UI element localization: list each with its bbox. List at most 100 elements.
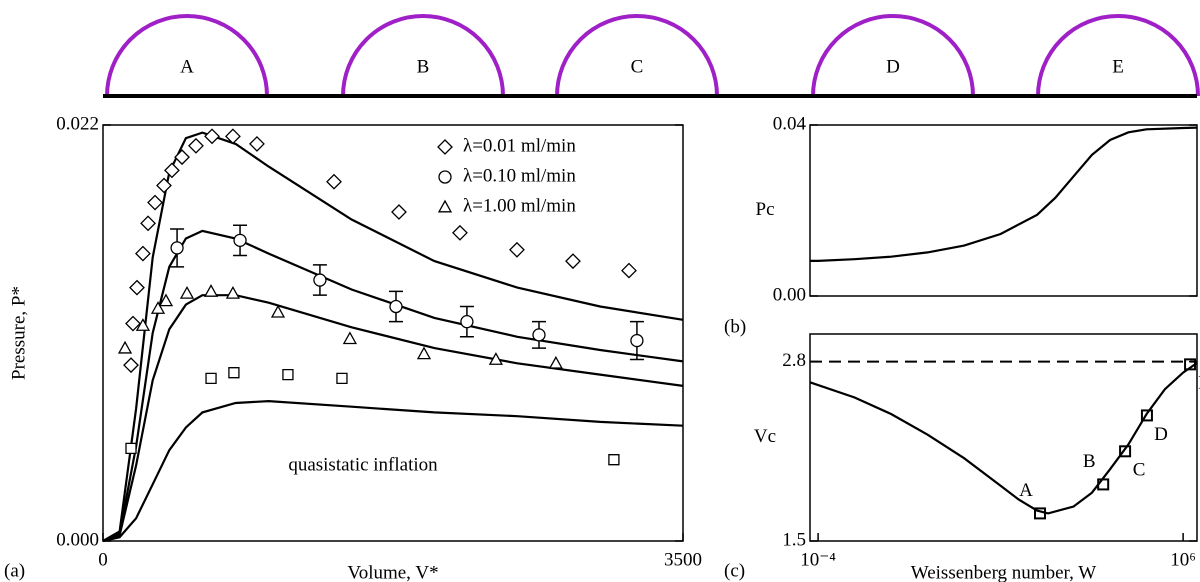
point-label: B [1083,451,1096,472]
data-point [140,215,156,232]
data-point [125,442,137,454]
point-marker [1034,507,1047,520]
data-point [204,128,220,145]
x-tick-label: 0 [98,549,108,570]
data-point [123,357,139,374]
arc [105,14,269,97]
data-point [565,253,581,270]
legend-label: λ=0.01 ml/min [463,135,576,156]
y-tick-label: 1.5 [782,529,806,550]
data-point [452,224,468,241]
data-point [135,318,151,331]
point-marker [1097,478,1110,491]
arc [811,14,975,97]
data-point [135,245,151,262]
data-point [326,173,342,190]
panel-label: (b) [724,316,746,337]
point-label: E [1198,373,1200,394]
data-point [174,149,190,166]
model-curve [102,294,684,543]
point-label: C [1133,460,1146,481]
data-point [416,346,432,360]
data-point [621,262,637,279]
data-point [460,315,474,329]
data-point [532,328,546,342]
point-marker [1140,409,1153,422]
legend-label: λ=0.10 ml/min [463,165,576,186]
y-axis-title: Pressure, P* [8,286,29,380]
y-tick-label: 0.000 [56,529,99,550]
x-axis-title: Weissenberg number, W [911,562,1096,582]
data-point [282,368,294,381]
panel-label: (a) [4,560,25,581]
strip-label: C [631,56,644,77]
data-point [488,352,504,365]
data-point [179,285,195,299]
point-marker [1119,445,1132,458]
data-point [608,454,620,466]
panel-label: (c) [724,560,745,581]
model-curve [102,131,684,542]
data-point [203,284,219,297]
strip: A B C D E [103,14,1200,98]
data-point [225,285,241,299]
point-marker [1184,358,1197,371]
data-point [270,304,286,318]
y-tick-label: 0.04 [773,113,807,134]
data-point [548,355,564,369]
data-point [125,315,141,332]
point-label: A [1019,480,1033,501]
y-tick-label: 0.00 [773,284,806,305]
strip-label: A [180,56,194,77]
data-point [228,367,240,379]
y-tick-label: 0.022 [56,113,99,134]
data-point [233,233,247,247]
legend-marker [437,199,453,213]
data-point [205,372,217,385]
data-point [164,162,180,179]
data-point [630,333,644,348]
data-point [509,241,525,258]
strip-label: D [886,56,900,77]
legend-marker [438,170,452,184]
data-point [156,177,172,194]
data-point [150,301,166,314]
legend-label: λ=1.00 ml/min [463,195,576,216]
curve [810,126,1198,262]
plot-frame [102,124,684,542]
arc [1036,14,1200,97]
plot-frame [809,124,1198,297]
y-axis-title: Vc [754,426,776,447]
strip-label: B [417,56,430,77]
y-tick-label: 2.8 [782,350,806,371]
data-point [389,299,403,314]
data-point [129,279,145,296]
y-axis-title: Pc [756,199,775,220]
data-point [225,128,241,145]
point-label: D [1154,424,1168,445]
data-point [336,372,348,385]
data-point [158,293,174,307]
x-tick-label: 3500 [664,549,702,570]
data-point [170,241,184,255]
arc [341,14,505,97]
strip-label: E [1112,56,1124,77]
x-axis-title: Volume, V* [347,562,438,582]
x-tick-label: 10⁶ [1170,549,1196,570]
data-point [342,331,358,345]
model-curve [102,229,684,543]
data-point [313,273,327,287]
annotation: quasistatic inflation [288,454,438,475]
x-tick-label: 10⁻⁴ [800,549,836,570]
data-point [249,135,265,152]
model-curve [102,399,684,543]
data-point [147,194,163,211]
arc [555,14,719,97]
legend-marker [437,139,453,155]
curve [809,362,1198,515]
data-point [117,340,133,354]
plot-frame [809,333,1198,542]
data-point [188,137,204,154]
